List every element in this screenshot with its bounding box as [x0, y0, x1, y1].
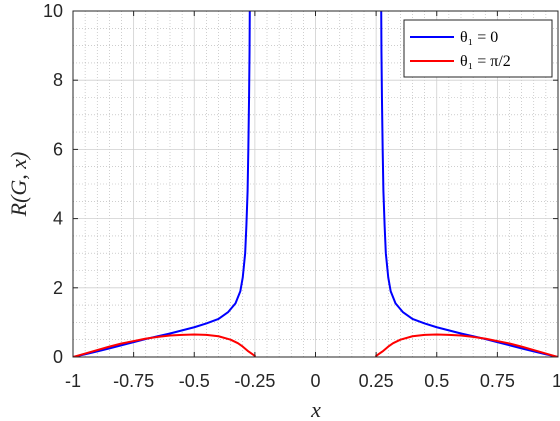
x-tick-label: 0.5 [424, 371, 449, 391]
y-tick-label: 4 [53, 209, 63, 229]
series-1-line-segment-2 [380, 11, 558, 357]
x-ticks: -1 -0.75 -0.5 -0.25 0 0.25 0.5 0.75 1 [65, 11, 560, 391]
y-tick-label: 6 [53, 139, 63, 159]
series-2-line-segment-2 [375, 333, 558, 357]
x-tick-label: 1 [552, 371, 560, 391]
legend-box [403, 19, 553, 78]
x-tick-label: -0.75 [113, 371, 154, 391]
series-1-line-segment-1 [73, 11, 251, 357]
x-axis-label: x [310, 397, 321, 421]
legend: θ₁ = 0 θ₁ = π/2 [403, 19, 553, 78]
y-tick-label: 2 [53, 278, 63, 298]
x-tick-label: -0.5 [179, 371, 210, 391]
legend-label-2: θ₁ = π/2 [460, 53, 511, 70]
series-2-line-segment-1 [73, 333, 256, 357]
y-ticks: 0 2 4 6 8 10 [43, 1, 558, 367]
x-tick-label: -1 [65, 371, 81, 391]
y-tick-label: 10 [43, 1, 63, 21]
y-axis-label: R(G, x) [6, 152, 31, 218]
y-tick-label: 8 [53, 70, 63, 90]
x-tick-label: -0.25 [234, 371, 275, 391]
x-tick-label: 0.75 [480, 371, 515, 391]
legend-label-1: θ₁ = 0 [460, 29, 498, 46]
y-tick-label: 0 [53, 347, 63, 367]
x-tick-label: 0 [310, 371, 320, 391]
x-tick-label: 0.25 [359, 371, 394, 391]
series-layer [73, 11, 558, 357]
